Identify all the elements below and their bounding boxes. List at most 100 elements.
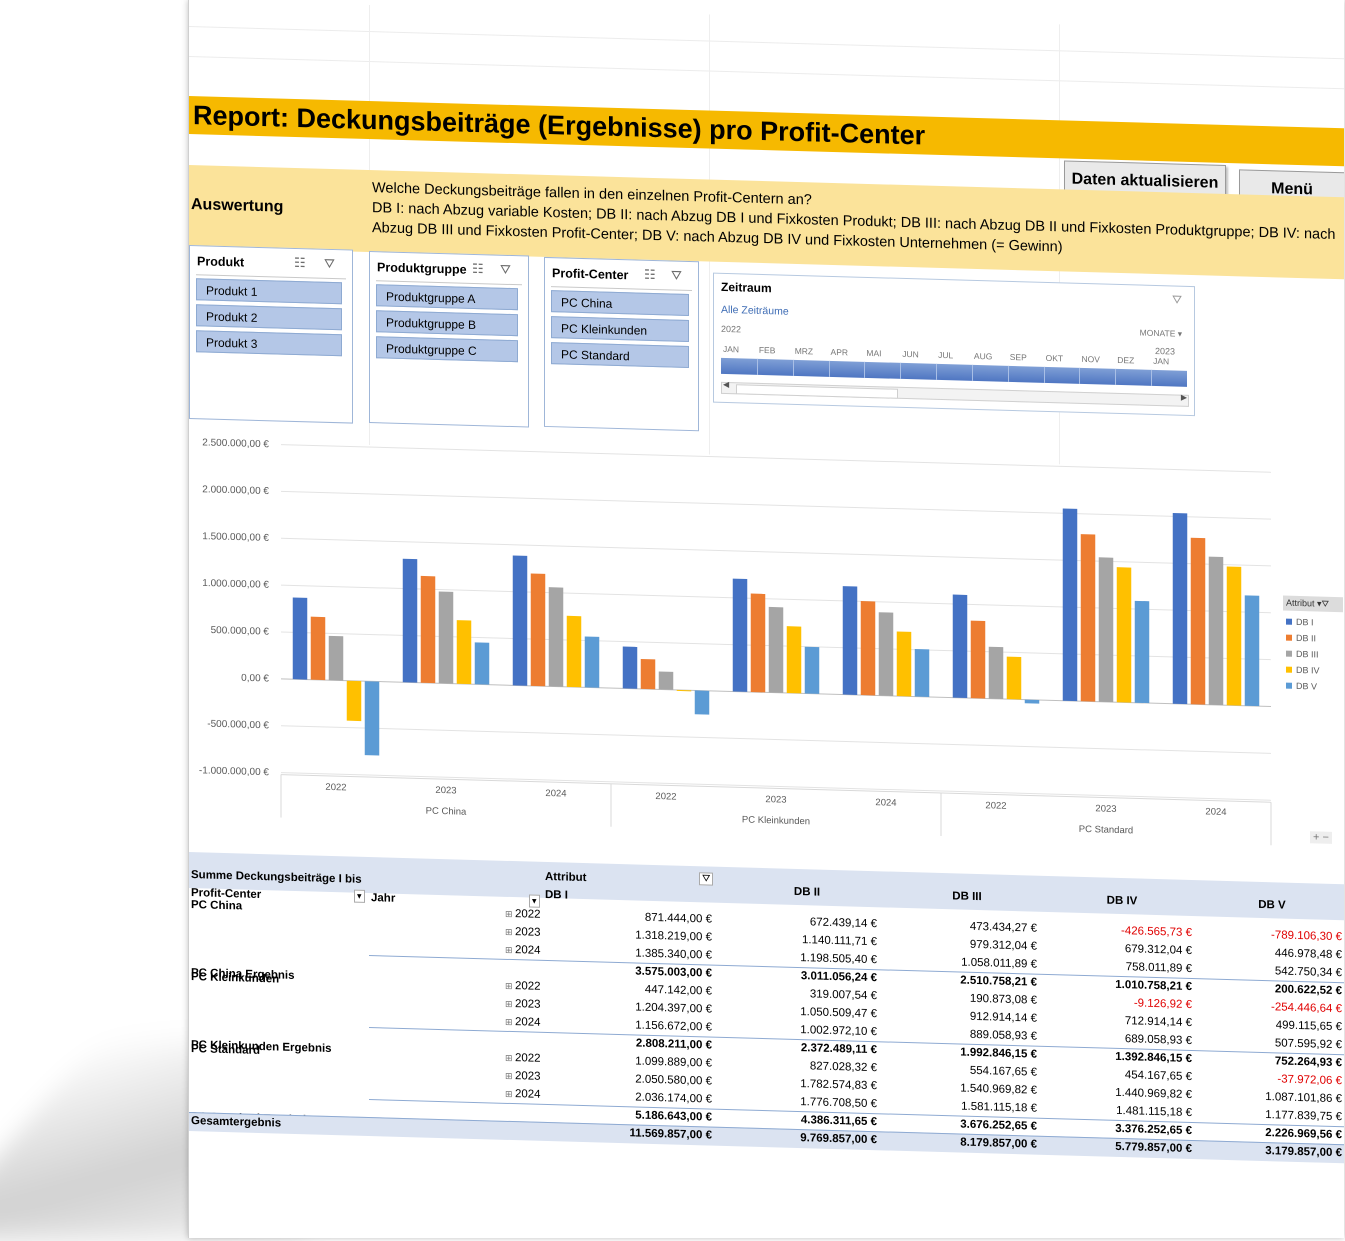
filter-icon[interactable]: ⛛ bbox=[699, 872, 714, 886]
expand-icon[interactable]: ⊞ bbox=[505, 1070, 513, 1082]
expand-icon[interactable]: ⊞ bbox=[505, 944, 513, 956]
bar-db-i bbox=[1172, 512, 1188, 705]
x-axis-category-label: 2024 bbox=[875, 797, 896, 809]
report-sheet: Report: Deckungsbeiträge (Ergebnisse) pr… bbox=[188, 0, 1344, 1238]
expand-icon[interactable]: ⊞ bbox=[505, 1016, 513, 1028]
expand-icon[interactable]: ⊞ bbox=[505, 926, 513, 938]
timeline-month-tick[interactable] bbox=[864, 361, 866, 378]
timeline-month-label: FEB bbox=[758, 344, 776, 356]
legend-swatch bbox=[1286, 618, 1292, 625]
bar-db-ii bbox=[1190, 537, 1206, 705]
timeline-month-tick[interactable] bbox=[756, 358, 758, 375]
chart-gridline bbox=[281, 490, 1271, 520]
pivot-year-label: 2022 bbox=[515, 908, 541, 921]
expand-icon[interactable]: ⊞ bbox=[505, 980, 513, 992]
timeline-month-tick[interactable] bbox=[792, 359, 794, 376]
slicer-produkt[interactable]: Produkt ☷ ⛛ Produkt 1 Produkt 2 Produkt … bbox=[189, 245, 353, 424]
slicer-item-pc-standard[interactable]: PC Standard bbox=[551, 342, 689, 368]
expand-icon[interactable]: ⊞ bbox=[505, 1088, 513, 1100]
slicer-item-pc-china[interactable]: PC China bbox=[551, 290, 689, 316]
evaluation-label: Auswertung bbox=[191, 196, 284, 216]
timeline-month-tick[interactable] bbox=[828, 360, 830, 377]
expand-icon[interactable]: ⊞ bbox=[505, 998, 513, 1010]
pivot-value-cell: 8.179.857,00 € bbox=[960, 1136, 1037, 1151]
scroll-left-icon[interactable]: ◀ bbox=[723, 379, 730, 390]
grid-line bbox=[189, 56, 1344, 90]
pivot-measure-header: DB I bbox=[545, 888, 568, 902]
x-axis-category-label: 2023 bbox=[435, 785, 456, 797]
chart-zoom-control[interactable]: + − bbox=[1310, 831, 1332, 844]
filter-icon: ▾⛛ bbox=[1317, 598, 1330, 609]
clear-filter-icon[interactable]: ⛛ bbox=[1172, 292, 1183, 307]
timeline-month-tick[interactable] bbox=[1151, 369, 1153, 386]
clear-filter-icon[interactable]: ⛛ bbox=[500, 261, 511, 277]
bar-db-iii bbox=[988, 646, 1004, 700]
timeline-all-periods: Alle Zeiträume bbox=[721, 303, 789, 318]
timeline-month-label: JAN bbox=[1153, 355, 1170, 367]
bar-db-iv bbox=[676, 689, 692, 692]
timeline-level-dropdown[interactable]: MONATE ▾ bbox=[1139, 327, 1182, 339]
legend-label: DB IV bbox=[1296, 664, 1320, 676]
multi-select-icon[interactable]: ☷ bbox=[472, 260, 484, 277]
timeline-month-tick[interactable] bbox=[1043, 366, 1045, 383]
chart-legend: Attribut ▾⛛ DB I DB II DB III DB IV DB V bbox=[1283, 595, 1343, 693]
legend-item: DB II bbox=[1283, 633, 1343, 645]
bar-db-v bbox=[1134, 600, 1150, 704]
slicer-profit-center[interactable]: Profit-Center ☷ ⛛ PC China PC Kleinkunde… bbox=[544, 256, 699, 432]
expand-icon[interactable]: ⊞ bbox=[505, 1052, 513, 1064]
slicer-item-produktgruppe-c[interactable]: Produktgruppe C bbox=[376, 336, 518, 363]
bar-db-iii bbox=[878, 612, 894, 696]
bar-db-i bbox=[1062, 508, 1078, 702]
timeline-scrollbar[interactable]: ◀ ▶ bbox=[721, 379, 1189, 407]
y-axis-tick-label: 1.500.000,00 € bbox=[202, 531, 269, 544]
slicer-item-produkt-3[interactable]: Produkt 3 bbox=[196, 330, 342, 357]
bar-db-ii bbox=[530, 573, 546, 687]
slicer-item-produktgruppe-b[interactable]: Produktgruppe B bbox=[376, 310, 518, 337]
slicer-item-produkt-1[interactable]: Produkt 1 bbox=[196, 278, 342, 305]
bar-db-iii bbox=[328, 635, 344, 681]
timeline-year: 2023 bbox=[1155, 345, 1176, 357]
x-axis-category-label: 2024 bbox=[1205, 806, 1226, 818]
multi-select-icon[interactable]: ☷ bbox=[294, 254, 306, 271]
timeline-months: JAN FEB MRZ APR MAI JUN JUL AUG SEP OKT NOV DEZ JAN bbox=[714, 274, 1194, 366]
timeline-month-tick[interactable] bbox=[1079, 367, 1081, 384]
bar-db-iii bbox=[1208, 556, 1224, 706]
slicer-item-produktgruppe-a[interactable]: Produktgruppe A bbox=[376, 284, 518, 311]
chart-axis-frame bbox=[281, 774, 1271, 803]
legend-label: DB II bbox=[1296, 632, 1317, 644]
scroll-right-icon[interactable]: ▶ bbox=[1180, 392, 1187, 402]
pivot-row-label: PC China bbox=[191, 899, 243, 913]
slicer-item-pc-kleinkunden[interactable]: PC Kleinkunden bbox=[551, 316, 689, 342]
clear-filter-icon[interactable]: ⛛ bbox=[324, 255, 335, 272]
bar-db-i bbox=[402, 558, 418, 683]
timeline-month-tick[interactable] bbox=[971, 364, 973, 381]
timeline-month-tick[interactable] bbox=[936, 363, 938, 380]
pivot-year-label: 2024 bbox=[515, 1016, 541, 1029]
pivot-value-cell: 11.569.857,00 € bbox=[629, 1127, 713, 1142]
timeline-month-label: OKT bbox=[1045, 352, 1064, 364]
multi-select-icon[interactable]: ☷ bbox=[644, 266, 656, 283]
pivot-year-label: 2024 bbox=[515, 1088, 541, 1101]
slicer-title: Produktgruppe bbox=[377, 260, 467, 277]
timeline-zeitraum[interactable]: Zeitraum ⛛ Alle Zeiträume MONATE ▾ 2022 … bbox=[713, 272, 1195, 417]
timeline-month-tick[interactable] bbox=[900, 362, 902, 379]
slicer-produktgruppe[interactable]: Produktgruppe ☷ ⛛ Produktgruppe A Produk… bbox=[369, 251, 529, 428]
bar-db-i bbox=[292, 597, 308, 680]
bar-db-iv bbox=[1006, 656, 1022, 700]
bar-db-v bbox=[364, 681, 380, 756]
timeline-month-tick[interactable] bbox=[1115, 368, 1117, 385]
bar-db-i bbox=[512, 555, 528, 686]
bar-db-ii bbox=[970, 620, 986, 699]
chart-gridline bbox=[281, 725, 1271, 754]
expand-icon[interactable]: ⊞ bbox=[505, 908, 513, 920]
legend-filter-button[interactable]: Attribut ▾⛛ bbox=[1283, 595, 1343, 613]
timeline-scroll-thumb[interactable] bbox=[736, 384, 898, 399]
clear-filter-icon[interactable]: ⛛ bbox=[671, 267, 682, 283]
timeline-month-tick[interactable] bbox=[1007, 365, 1009, 382]
bar-db-iii bbox=[768, 606, 784, 693]
timeline-month-label: AUG bbox=[973, 350, 993, 362]
pivot-measure-header: DB III bbox=[952, 890, 982, 904]
bar-db-iv bbox=[456, 620, 472, 685]
legend-swatch bbox=[1286, 682, 1292, 689]
slicer-item-produkt-2[interactable]: Produkt 2 bbox=[196, 304, 342, 331]
